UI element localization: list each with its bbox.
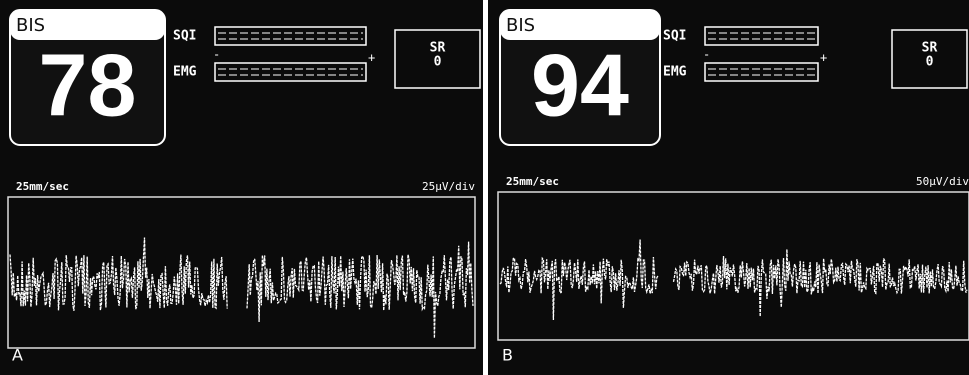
panel-letter: B	[502, 346, 513, 365]
bis-value: 78	[39, 35, 137, 134]
eeg-scale: 25μV/div	[422, 180, 475, 193]
bis-label: BIS	[16, 15, 45, 36]
bar-minus: -	[703, 48, 710, 62]
sr-value: 0	[434, 55, 442, 70]
bis-label: BIS	[506, 15, 535, 36]
sr-value: 0	[926, 55, 934, 70]
bis-value: 94	[531, 35, 629, 134]
sweep-speed: 25mm/sec	[16, 180, 69, 193]
bar-label: SQI	[663, 29, 686, 44]
eeg-scale: 50μV/div	[916, 175, 969, 188]
bar-label: EMG	[663, 65, 687, 80]
monitor-screenshots: BIS78SQIEMG-+SR025mm/sec25μV/divABIS94SQ…	[0, 0, 969, 375]
sr-label: SR	[430, 41, 446, 56]
bar-minus: -	[213, 48, 220, 62]
bar-plus: +	[820, 51, 827, 65]
sweep-speed: 25mm/sec	[506, 175, 559, 188]
sr-label: SR	[922, 41, 938, 56]
panel-letter: A	[12, 346, 23, 365]
bar-label: EMG	[173, 65, 197, 80]
bar-plus: +	[368, 51, 375, 65]
bar-label: SQI	[173, 29, 196, 44]
